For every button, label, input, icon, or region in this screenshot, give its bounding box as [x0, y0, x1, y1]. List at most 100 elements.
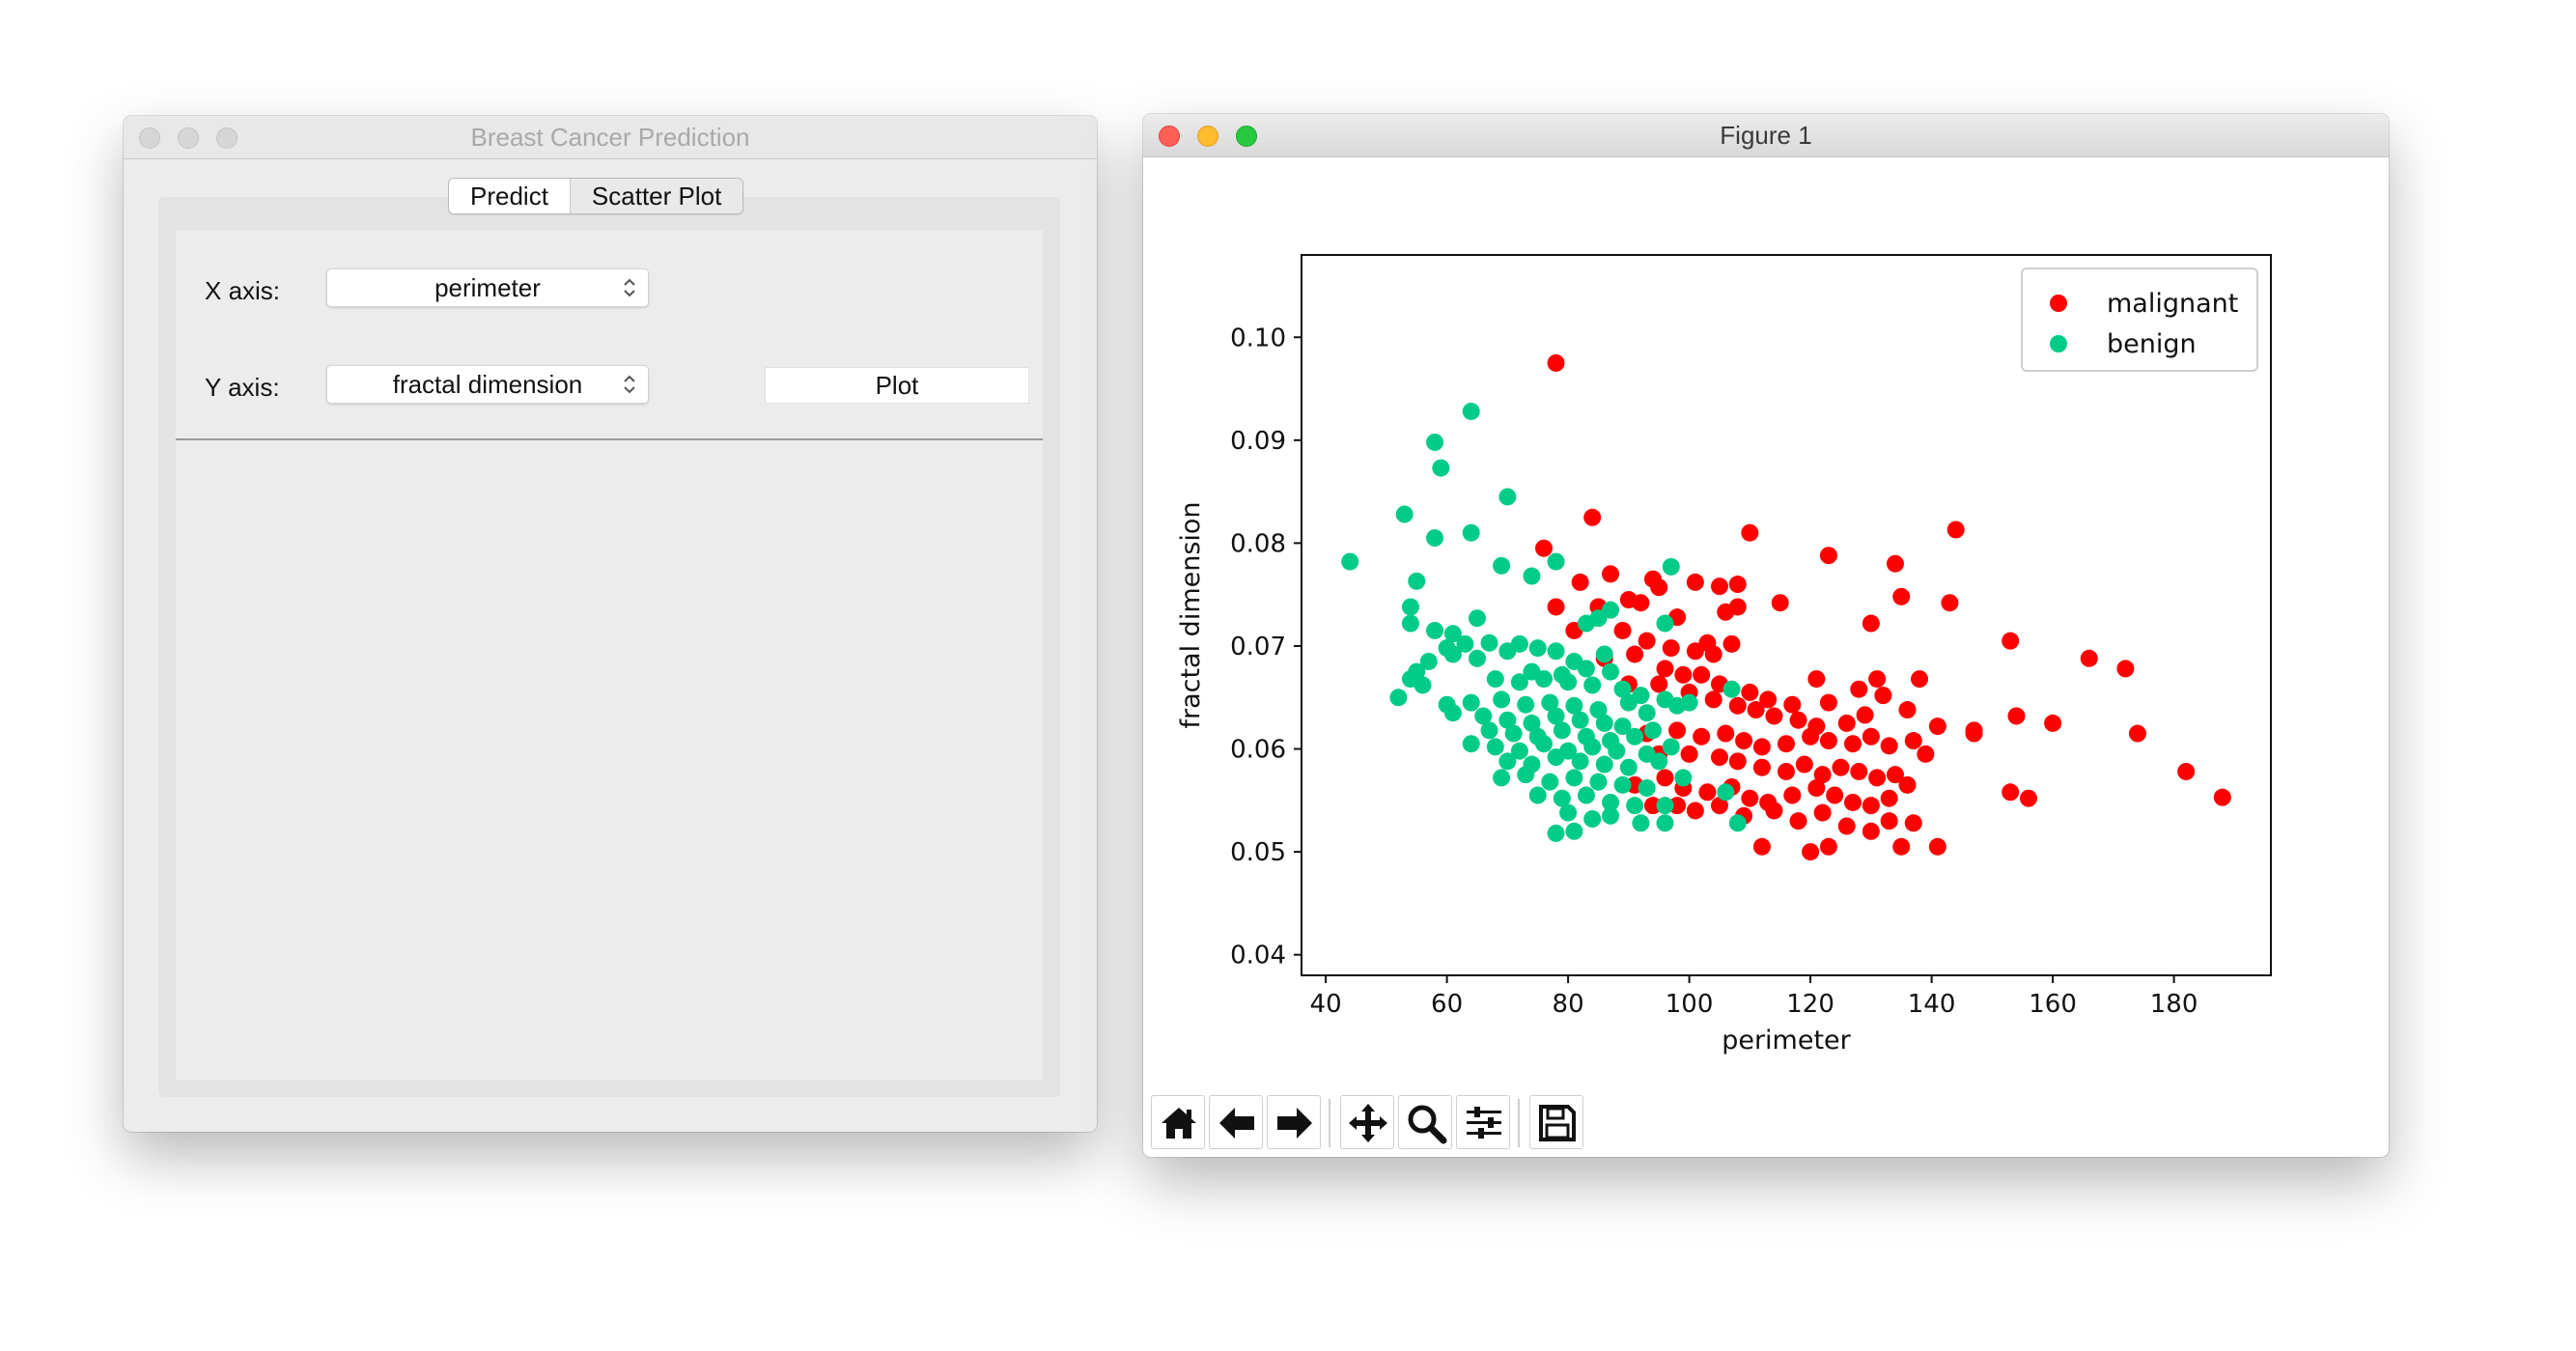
malignant-point — [1643, 797, 1662, 815]
benign-point — [1486, 670, 1504, 689]
x-axis-label: X axis: — [205, 276, 281, 305]
malignant-point — [1880, 812, 1898, 830]
zoom-window-button[interactable] — [1236, 126, 1257, 147]
select-chevrons-icon — [624, 375, 635, 394]
x-axis-select-value: perimeter — [434, 273, 541, 302]
malignant-point — [1778, 735, 1795, 753]
tab-scatter-plot[interactable]: Scatter Plot — [570, 179, 743, 213]
malignant-point — [1613, 621, 1632, 639]
benign-point — [1638, 779, 1656, 798]
malignant-point — [1862, 614, 1880, 633]
benign-point — [1583, 738, 1602, 756]
benign-point — [1426, 621, 1444, 639]
malignant-point — [1717, 724, 1735, 743]
benign-point — [1432, 459, 1450, 477]
y-tick-label: 0.10 — [1230, 324, 1286, 352]
malignant-point — [1819, 732, 1837, 750]
benign-point — [1662, 738, 1680, 756]
benign-point — [1480, 633, 1498, 652]
benign-point — [1626, 797, 1644, 815]
malignant-point — [1802, 727, 1820, 746]
y-tick-label: 0.07 — [1230, 633, 1286, 661]
malignant-point — [1892, 837, 1911, 856]
malignant-point — [2002, 783, 2020, 802]
benign-point — [1486, 738, 1504, 756]
x-tick-label: 100 — [1666, 990, 1714, 1019]
malignant-point — [1680, 745, 1698, 763]
malignant-point — [1656, 769, 1674, 787]
benign-point — [1553, 721, 1571, 740]
malignant-point — [1752, 738, 1771, 756]
y-tick-label: 0.09 — [1230, 427, 1286, 456]
malignant-point — [2044, 714, 2062, 732]
benign-point — [1456, 634, 1474, 653]
malignant-point — [1886, 554, 1904, 573]
malignant-point — [1668, 721, 1687, 740]
malignant-point — [1547, 598, 1565, 616]
pan-icon[interactable] — [1340, 1095, 1394, 1149]
benign-point — [1517, 766, 1535, 784]
home-icon[interactable] — [1151, 1095, 1205, 1149]
malignant-point — [1638, 632, 1656, 650]
minimize-window-button[interactable] — [178, 127, 199, 149]
save-icon[interactable] — [1529, 1095, 1583, 1149]
plot-button[interactable]: Plot — [765, 367, 1029, 404]
benign-point — [1565, 696, 1583, 715]
benign-point — [1632, 814, 1650, 832]
legend-label-benign: benign — [2107, 329, 2197, 359]
figure-window-titlebar[interactable]: Figure 1 — [1143, 114, 2389, 157]
malignant-point — [1728, 576, 1747, 594]
benign-point — [1510, 742, 1528, 760]
malignant-point — [1778, 762, 1795, 780]
zoom-window-button[interactable] — [216, 127, 238, 149]
malignant-point — [1941, 594, 1959, 612]
benign-point — [1480, 721, 1498, 740]
benign-point — [1595, 645, 1613, 663]
x-tick-label: 80 — [1553, 990, 1584, 1019]
benign-point — [1547, 642, 1565, 661]
left-window-titlebar[interactable]: Breast Cancer Prediction — [124, 116, 1097, 159]
benign-point — [1717, 783, 1735, 802]
malignant-point — [2177, 762, 2196, 780]
malignant-point — [1802, 843, 1820, 861]
zoom-icon[interactable] — [1398, 1095, 1452, 1149]
benign-point — [1547, 748, 1565, 767]
x-axis-title: perimeter — [1722, 1026, 1851, 1055]
malignant-point — [1747, 701, 1765, 719]
x-tick-label: 180 — [2150, 990, 2198, 1019]
benign-point — [1541, 693, 1559, 712]
close-window-button[interactable] — [1159, 126, 1180, 147]
minimize-window-button[interactable] — [1197, 126, 1218, 147]
malignant-point — [1759, 690, 1778, 709]
benign-point — [1547, 552, 1565, 571]
malignant-point — [1892, 587, 1911, 605]
x-axis-select[interactable]: perimeter — [326, 268, 649, 307]
malignant-point — [1710, 797, 1728, 815]
benign-point — [1523, 567, 1541, 585]
benign-point — [1414, 676, 1432, 694]
malignant-point — [1819, 547, 1837, 565]
benign-point — [1462, 735, 1480, 753]
malignant-point — [1826, 786, 1844, 804]
benign-point — [1541, 773, 1559, 791]
tab-predict[interactable]: Predict — [449, 179, 571, 213]
malignant-point — [1862, 727, 1880, 746]
benign-point — [1613, 775, 1632, 794]
close-window-button[interactable] — [139, 127, 160, 149]
malignant-point — [1819, 693, 1837, 712]
forward-arrow-icon[interactable] — [1267, 1095, 1321, 1149]
back-arrow-icon[interactable] — [1209, 1095, 1263, 1149]
y-axis-select[interactable]: fractal dimension — [326, 365, 649, 404]
benign-point — [1493, 769, 1511, 787]
malignant-point — [1783, 786, 1802, 804]
malignant-point — [1795, 755, 1813, 774]
malignant-point — [1807, 779, 1826, 798]
benign-point — [1602, 793, 1620, 811]
malignant-point — [1856, 706, 1874, 724]
malignant-point — [1771, 594, 1789, 612]
benign-point — [1443, 625, 1462, 643]
subplots-icon[interactable] — [1456, 1095, 1510, 1149]
y-tick-label: 0.05 — [1230, 838, 1286, 867]
benign-point — [1498, 488, 1517, 506]
benign-point — [1638, 704, 1656, 722]
